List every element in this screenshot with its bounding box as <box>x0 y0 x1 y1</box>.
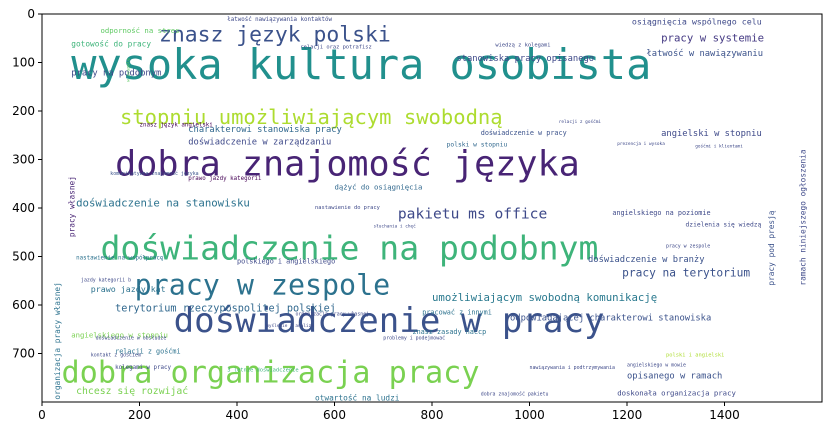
cloud-word: znasz zasady haccp <box>413 328 487 336</box>
cloud-word: pracy pod presją <box>767 210 776 285</box>
cloud-word: prawo jazdy kategorii <box>188 176 262 182</box>
cloud-word: nastawienie na współpracę <box>76 255 164 262</box>
cloud-word: pracy w zespole <box>666 244 710 250</box>
cloud-word: ramach niniejszego ogłoszenia <box>799 149 808 285</box>
x-tick-label: 800 <box>421 408 444 422</box>
y-tick-label: 700 <box>12 347 35 361</box>
y-tick-label: 600 <box>12 298 35 312</box>
cloud-word: pracy na terytorium <box>622 267 750 280</box>
cloud-word: myślenie i analiza <box>266 322 314 329</box>
y-tick-label: 300 <box>12 153 35 167</box>
cloud-word: kontakt z gościem <box>91 352 141 359</box>
y-tick-label: 500 <box>12 250 35 264</box>
cloud-word: osiągnięcia wspólnego celu <box>632 16 762 26</box>
cloud-word: znasz język angielski <box>140 122 214 128</box>
cloud-word: angielskiego na poziomie <box>612 209 710 217</box>
cloud-word: relacji z gośćmi <box>559 118 602 125</box>
cloud-word: gośćmi i klientami <box>695 142 743 149</box>
cloud-word: łatwość nawiązywania kontaktów <box>227 16 332 23</box>
cloud-word: odporność na stres <box>101 26 180 35</box>
x-axis: 0 200 400 600 800 1000 1200 1400 <box>38 402 740 422</box>
cloud-word: terytorium rzeczypospolitej polskiej <box>115 303 336 314</box>
y-tick-label: 400 <box>12 201 35 215</box>
cloud-word: angielskiego w mowie <box>627 362 686 368</box>
cloud-word: relacji z gośćmi <box>115 347 180 355</box>
cloud-word: umożliwiającym swobodną komunikację <box>432 291 657 304</box>
cloud-word: doświadczenie w pracy <box>174 301 605 341</box>
cloud-word: dobra znajomość pakietu <box>481 391 549 398</box>
cloud-word: kolegami w pracy <box>115 365 171 371</box>
x-tick-label: 600 <box>323 408 346 422</box>
word-cloud: wysoka kultura osobista dobra znajomość j… <box>53 16 808 402</box>
cloud-word: wiedzą z kolegami <box>495 42 550 48</box>
plot-area <box>42 14 822 402</box>
cloud-word: dobra organizacja pracy <box>62 355 480 390</box>
cloud-word: nastawienie do pracy <box>315 205 381 211</box>
cloud-word: otwartość na ludzi <box>315 393 400 402</box>
cloud-word: 3 letnie doświadczenie <box>227 366 298 373</box>
cloud-word: słuchania i chęć <box>374 222 417 229</box>
cloud-word: organizacja pracy własnej <box>296 311 370 317</box>
cloud-word: gotowość do pracy <box>71 39 151 48</box>
cloud-word: odpowiadającej charakterowi stanowiska <box>510 313 711 323</box>
cloud-word: dążyć do osiągnięcia <box>335 182 423 191</box>
cloud-word: problemy i podejmować <box>383 335 445 342</box>
cloud-word: chcesz się rozwijać <box>76 385 188 397</box>
cloud-word: doświadczenie w zarządzaniu <box>188 137 331 148</box>
x-tick-label: 1200 <box>612 408 643 422</box>
cloud-word: doświadczenie w obsłudze <box>96 335 167 342</box>
x-tick-label: 0 <box>38 408 46 422</box>
cloud-word: łatwość w nawiązywaniu <box>647 48 764 59</box>
y-tick-label: 200 <box>12 104 35 118</box>
cloud-word: dzielenia się wiedzą <box>686 222 762 229</box>
cloud-word: pracy w systemie <box>661 31 764 44</box>
cloud-word: dobra znajomość języka <box>115 143 580 184</box>
cloud-word: w zespole <box>126 58 132 82</box>
cloud-word: komunikatywna znajomość języka <box>110 170 198 177</box>
y-tick-label: 100 <box>12 56 35 70</box>
cloud-word: doświadczenie na podobnym <box>101 228 599 267</box>
cloud-word: relacji oraz potrafisz <box>300 45 371 51</box>
x-tick-label: 400 <box>226 408 249 422</box>
cloud-word: charakterowi stanowiska pracy <box>188 125 342 135</box>
cloud-word: polski w stopniu <box>447 142 508 149</box>
cloud-word: polski i angielski <box>666 353 724 359</box>
y-axis: 0 100 200 300 400 500 600 700 <box>12 7 42 361</box>
cloud-word: opisanego w ramach <box>627 371 722 381</box>
cloud-word: prezencja i wysoka <box>617 141 665 147</box>
x-tick-label: 1400 <box>709 408 740 422</box>
cloud-word: jazdy kategorii b <box>81 278 131 284</box>
cloud-word: nawiązywania i podtrzymywania <box>530 365 615 371</box>
cloud-word: doświadczenie w branży <box>588 254 705 265</box>
x-tick-label: 1000 <box>514 408 545 422</box>
cloud-word: organizacja pracy własnej <box>53 282 62 399</box>
cloud-word: pakietu ms office <box>398 205 547 222</box>
cloud-word: stopniu umożliwiającym swobodną <box>120 105 503 129</box>
cloud-word: znasz język polski <box>159 22 391 47</box>
cloud-word: angielskiego w stopniu <box>71 330 168 339</box>
cloud-word: polskiego i angielskiego <box>237 258 335 266</box>
cloud-word: prawo jazdy kat <box>91 284 166 294</box>
x-tick-label: 200 <box>128 408 151 422</box>
cloud-word: doświadczenie w pracy <box>481 129 567 137</box>
cloud-word: angielski w stopniu <box>661 129 762 139</box>
y-tick-label: 0 <box>27 7 35 21</box>
cloud-word: pracy w zespole <box>135 268 391 301</box>
cloud-word: doświadczenie na stanowisku <box>76 196 250 209</box>
cloud-word: wysoka kultura osobista <box>71 40 651 89</box>
cloud-word: stanowiska pracy opisanego <box>456 54 594 64</box>
cloud-word: doskonała organizacja pracy <box>617 388 736 397</box>
cloud-word: pracować z innymi <box>422 309 492 317</box>
cloud-word: pracy własnej <box>67 176 76 237</box>
cloud-word: pracy na podobnym <box>71 68 161 78</box>
